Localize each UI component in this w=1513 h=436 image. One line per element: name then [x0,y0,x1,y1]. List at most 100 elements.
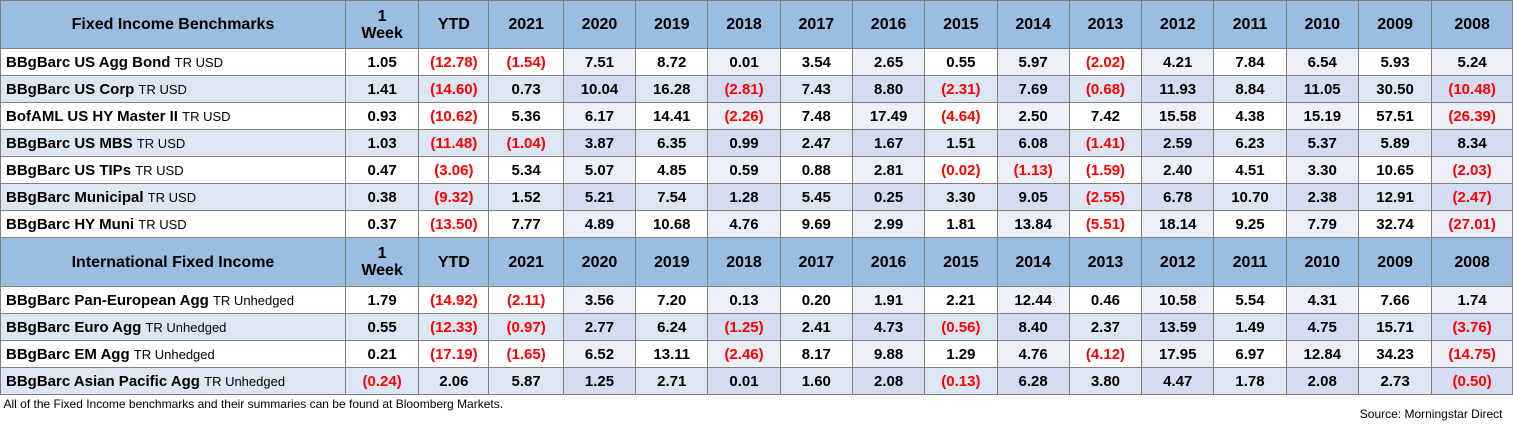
return-value-cell: 7.66 [1357,286,1433,314]
return-value-cell: 12.84 [1285,340,1359,368]
return-value-cell: 15.71 [1357,313,1433,341]
return-value-cell: 3.80 [1068,367,1143,395]
column-header: 2021 [488,0,564,49]
return-value-cell: 4.76 [996,340,1070,368]
return-value-cell: 10.65 [1357,156,1433,184]
return-value-cell: 0.55 [924,48,998,76]
return-value-cell: 5.97 [996,48,1070,76]
return-value-cell: 8.80 [851,75,926,103]
table-row: BBgBarc US Agg Bond TR USD 1.05 (12.78) (1.… [0,48,1513,76]
return-value-cell: 0.01 [707,367,781,395]
return-value-cell: 10.58 [1141,286,1215,314]
return-value-cell: 7.69 [996,75,1070,103]
column-header: 2009 [1357,237,1433,287]
return-value-cell: 0.38 [344,183,420,211]
return-value-cell: (14.92) [418,286,490,314]
return-value-cell: 7.20 [635,286,709,314]
return-value-cell: (11.48) [418,129,490,157]
return-value-cell: 0.20 [779,286,853,314]
column-header: 1 Week [344,237,420,287]
return-value-cell: 5.87 [488,367,564,395]
benchmark-suffix: TR USD [182,108,231,124]
column-header: 2015 [924,0,998,49]
return-value-cell: 2.08 [1285,367,1359,395]
return-value-cell: (14.60) [418,75,490,103]
column-header: 2016 [851,237,926,287]
return-value-cell: 1.79 [344,286,420,314]
return-value-cell: (4.64) [924,102,998,130]
return-value-cell: 6.24 [635,313,709,341]
column-header: 2013 [1068,237,1143,287]
benchmark-name-cell: BBgBarc US Agg Bond TR USD [0,48,346,76]
return-value-cell: 8.40 [996,313,1070,341]
footer-note: All of the Fixed Income benchmarks and t… [3,397,504,411]
return-value-cell: 1.25 [562,367,637,395]
return-value-cell: 4.85 [635,156,709,184]
return-value-cell: 10.70 [1213,183,1287,211]
return-value-cell: 2.73 [1357,367,1433,395]
return-value-cell: 3.87 [562,129,637,157]
return-value-cell: 4.89 [562,210,637,238]
return-value-cell: 2.47 [779,129,853,157]
column-header: YTD [418,0,490,49]
return-value-cell: 6.23 [1213,129,1287,157]
return-value-cell: (2.26) [707,102,781,130]
return-value-cell: 1.52 [488,183,564,211]
return-value-cell: 9.05 [996,183,1070,211]
return-value-cell: (1.65) [488,340,564,368]
return-value-cell: 2.50 [996,102,1070,130]
return-value-cell: 0.47 [344,156,420,184]
benchmark-name: BBgBarc Pan-European Agg [6,291,209,309]
return-value-cell: 1.49 [1213,313,1287,341]
column-header: 1 Week [344,0,420,49]
column-header: 2021 [488,237,564,287]
column-header: 2012 [1141,0,1215,49]
return-value-cell: (2.11) [488,286,564,314]
return-value-cell: 5.54 [1213,286,1287,314]
return-value-cell: 15.58 [1141,102,1215,130]
return-value-cell: (1.13) [996,156,1070,184]
return-value-cell: 1.91 [851,286,926,314]
column-header: 2011 [1213,0,1287,49]
return-value-cell: 0.99 [707,129,781,157]
return-value-cell: (1.59) [1068,156,1143,184]
return-value-cell: 4.75 [1285,313,1359,341]
return-value-cell: 6.08 [996,129,1070,157]
return-value-cell: 6.17 [562,102,637,130]
return-value-cell: 7.51 [562,48,637,76]
return-value-cell: 2.40 [1141,156,1215,184]
return-value-cell: 11.05 [1285,75,1359,103]
return-value-cell: 6.78 [1141,183,1215,211]
return-value-cell: 14.41 [635,102,709,130]
return-value-cell: 2.37 [1068,313,1143,341]
return-value-cell: 12.44 [996,286,1070,314]
return-value-cell: 15.19 [1285,102,1359,130]
benchmark-name: BBgBarc Euro Agg [6,318,142,336]
return-value-cell: (12.78) [418,48,490,76]
return-value-cell: 5.34 [488,156,564,184]
return-value-cell: 2.77 [562,313,637,341]
return-value-cell: 18.14 [1141,210,1215,238]
benchmark-name-cell: BBgBarc Euro Agg TR Unhedged [0,313,346,341]
return-value-cell: 4.73 [851,313,926,341]
column-header: 2017 [779,0,853,49]
return-value-cell: 11.93 [1141,75,1215,103]
return-value-cell: (26.39) [1431,102,1513,130]
table-row: BofAML US HY Master II TR USD 0.93 (10.62)… [0,102,1513,130]
table-row: BBgBarc EM Agg TR Unhedged 0.21 (17.19) (1.… [0,340,1513,368]
return-value-cell: (4.12) [1068,340,1143,368]
fixed-income-table: Fixed Income Benchmarks 1 Week YTD 2021 2020… [0,0,1513,421]
return-value-cell: 1.29 [924,340,998,368]
return-value-cell: (27.01) [1431,210,1513,238]
return-value-cell: (1.25) [707,313,781,341]
benchmark-suffix: TR Unhedged [212,292,294,308]
return-value-cell: 7.84 [1213,48,1287,76]
return-value-cell: 0.55 [344,313,420,341]
return-value-cell: 5.93 [1357,48,1433,76]
return-value-cell: 1.28 [707,183,781,211]
benchmark-name: BBgBarc Asian Pacific Agg [6,372,200,390]
return-value-cell: 8.17 [779,340,853,368]
return-value-cell: 8.34 [1431,129,1513,157]
column-header: 2020 [562,237,637,287]
return-value-cell: 5.21 [562,183,637,211]
